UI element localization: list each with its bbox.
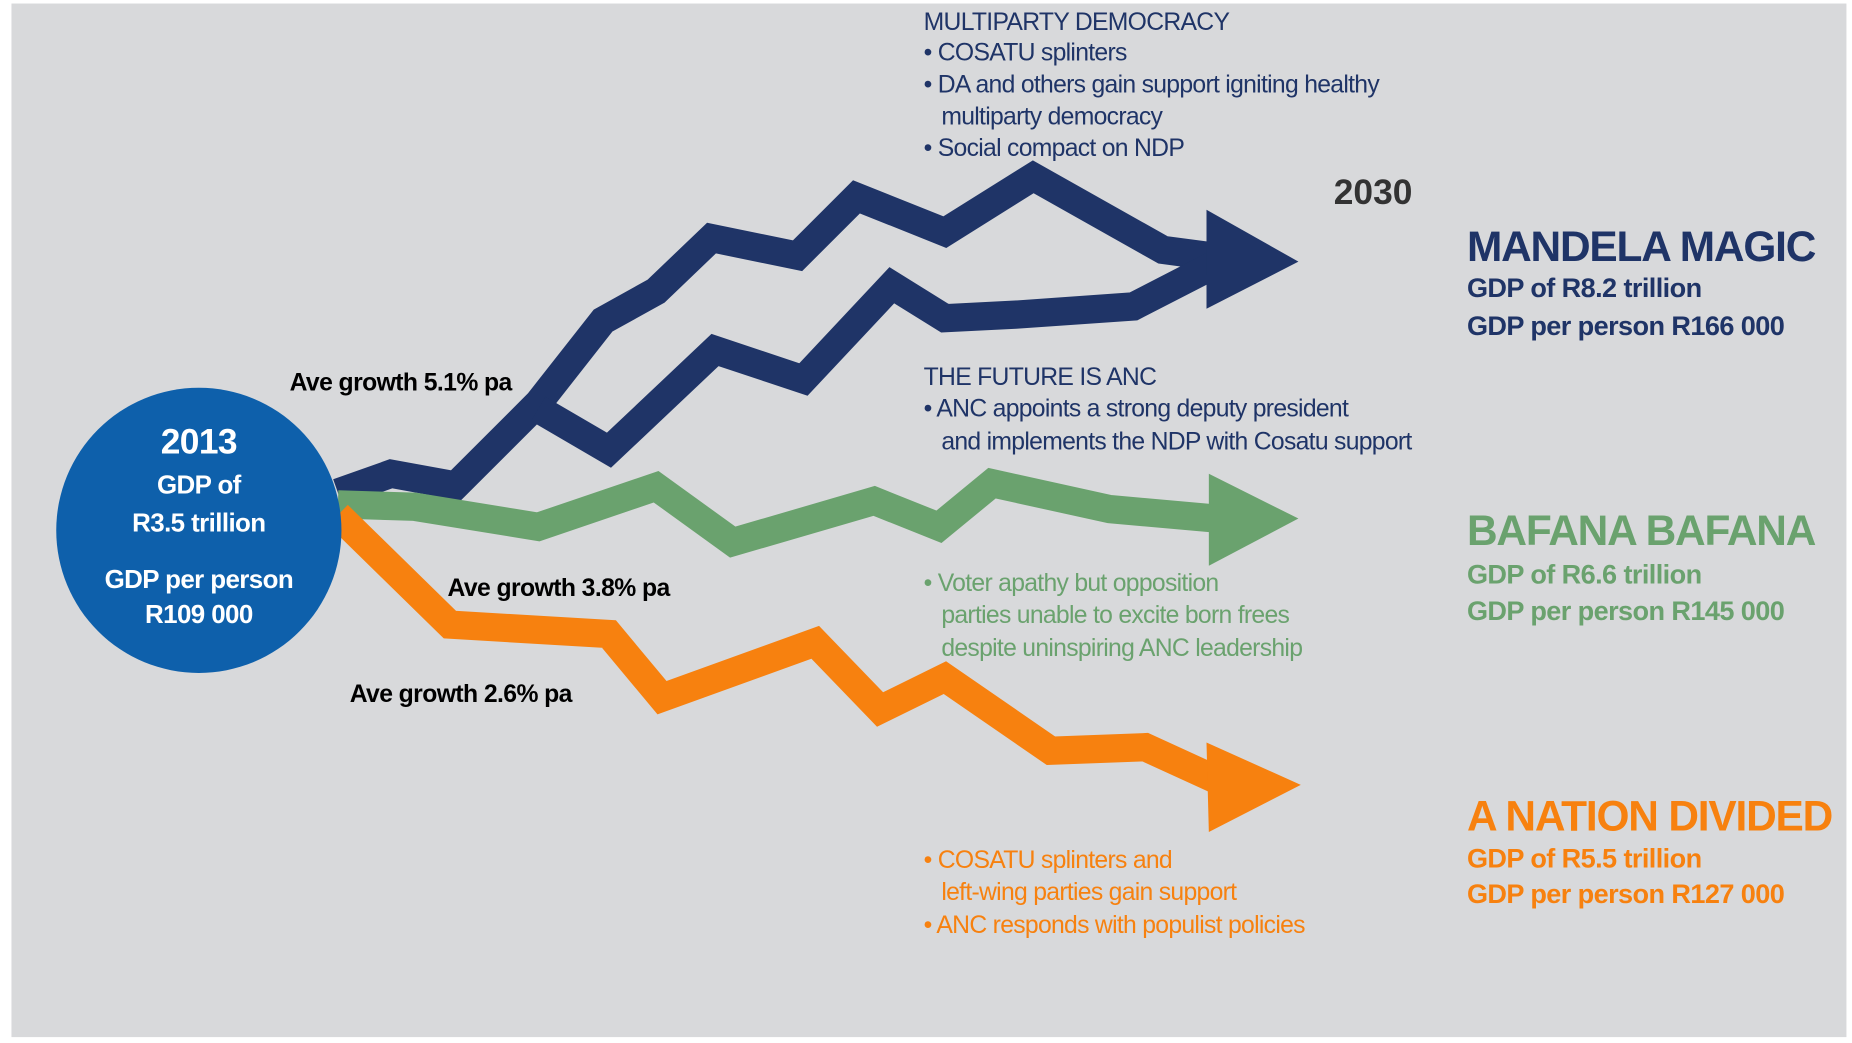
scenario-name: A NATION DIVIDED (1467, 792, 1832, 839)
scenario-name: BAFANA BAFANA (1467, 507, 1816, 554)
arrow-head (1206, 209, 1299, 309)
note-line: • Voter apathy but opposition (924, 570, 1219, 597)
note-line: • COSATU splinters (924, 40, 1127, 67)
start-year: 2013 (161, 423, 237, 462)
start-text: R109 000 (145, 601, 253, 629)
scenario-gdp-per-person: GDP per person R166 000 (1467, 310, 1784, 341)
note-line: despite uninspiring ANC leadership (941, 635, 1302, 662)
arrow-path (333, 160, 1218, 506)
note-line: left-wing parties gain support (941, 879, 1237, 906)
arrows (328, 160, 1301, 833)
start-text: R3.5 trillion (132, 509, 265, 537)
start-text: GDP per person (105, 566, 294, 594)
note-heading: THE FUTURE IS ANC (924, 364, 1157, 391)
note-line: • ANC appoints a strong deputy president (924, 396, 1349, 423)
note-heading: MULTIPARTY DEMOCRACY (924, 9, 1230, 36)
note-line: • DA and others gain support igniting he… (924, 72, 1381, 99)
growth-label: Ave growth 2.6% pa (350, 681, 573, 708)
scenario-gdp: GDP of R8.2 trillion (1467, 272, 1702, 303)
note-line: • ANC responds with populist policies (924, 912, 1306, 939)
start-text: GDP of (157, 472, 242, 500)
scenario-gdp-per-person: GDP per person R145 000 (1467, 595, 1784, 626)
start-circle (56, 387, 342, 673)
note-line: and implements the NDP with Cosatu suppo… (941, 429, 1412, 456)
arrow-head (1208, 473, 1299, 566)
scenario-gdp: GDP of R6.6 trillion (1467, 558, 1702, 589)
note-line: • COSATU splinters and (924, 847, 1172, 874)
arrow-path (337, 467, 1218, 558)
note-line: • Social compact on NDP (924, 135, 1185, 162)
growth-label: Ave growth 3.8% pa (448, 575, 671, 602)
growth-label: Ave growth 5.1% pa (290, 370, 513, 397)
note-line: parties unable to excite born frees (941, 602, 1289, 629)
scenario-gdp-per-person: GDP per person R127 000 (1467, 878, 1784, 909)
arrow-head (1206, 742, 1301, 833)
note-line: multiparty democracy (941, 103, 1163, 130)
end-year: 2030 (1334, 173, 1413, 212)
scenario-gdp: GDP of R5.5 trillion (1467, 842, 1702, 873)
scenario-name: MANDELA MAGIC (1467, 223, 1816, 270)
arrow-path (531, 251, 1223, 468)
arrow-path (328, 504, 1234, 798)
